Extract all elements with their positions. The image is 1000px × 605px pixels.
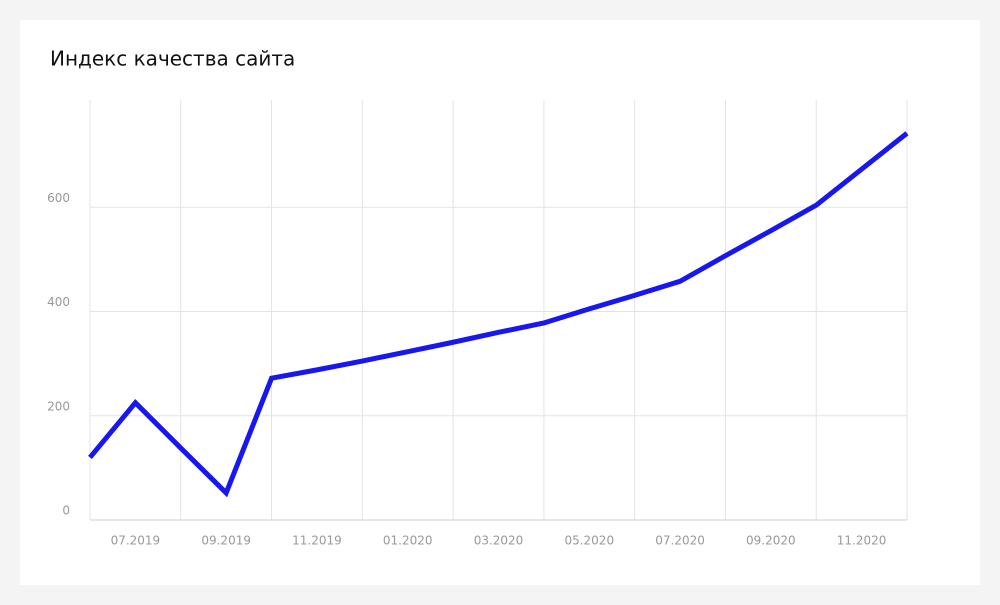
- x-tick-label: 07.2020: [655, 534, 705, 548]
- card: [20, 20, 980, 585]
- x-tick-label: 11.2020: [837, 534, 887, 548]
- x-tick-label: 09.2019: [201, 534, 251, 548]
- y-tick-label: 0: [62, 504, 70, 518]
- x-tick-label: 07.2019: [111, 534, 161, 548]
- x-tick-label: 05.2020: [564, 534, 614, 548]
- x-tick-label: 03.2020: [474, 534, 524, 548]
- y-tick-label: 200: [47, 399, 70, 413]
- x-tick-label: 01.2020: [383, 534, 433, 548]
- chart-title: Индекс качества сайта: [50, 47, 295, 71]
- data-line: [88, 131, 909, 498]
- x-tick-label: 11.2019: [292, 534, 342, 548]
- y-tick-label: 600: [47, 191, 70, 205]
- x-tick-label: 09.2020: [746, 534, 796, 548]
- y-tick-label: 400: [47, 295, 70, 309]
